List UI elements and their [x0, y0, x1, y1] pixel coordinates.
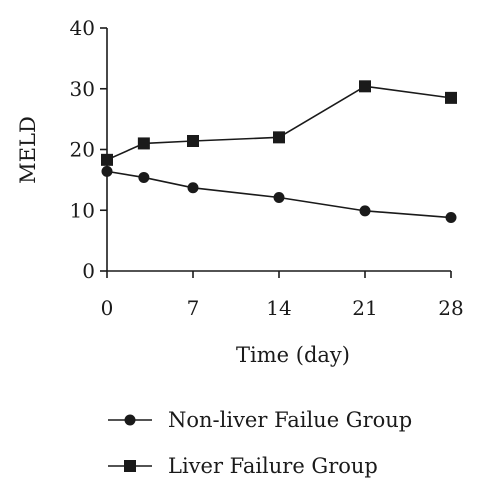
x-tick-label: 0 [101, 296, 114, 320]
y-axis: 0 10 20 30 40 [70, 16, 108, 283]
x-tick-label: 14 [266, 296, 291, 320]
data-point-square [273, 131, 285, 144]
x-tick-label: 21 [352, 296, 377, 320]
x-tick-label: 7 [187, 296, 200, 320]
data-point-circle [187, 182, 199, 194]
series-line [106, 85, 452, 161]
series-line [106, 170, 452, 219]
y-tick-label: 40 [70, 16, 95, 40]
data-point-square [101, 153, 113, 166]
y-tick-label: 20 [70, 138, 95, 162]
y-tick-label: 0 [82, 259, 95, 283]
x-axis-title: Time (day) [236, 343, 350, 367]
data-point-circle [273, 191, 285, 203]
legend-label: Liver Failure Group [168, 454, 378, 478]
legend-circle-marker [124, 414, 136, 426]
series-liver-failure [101, 80, 457, 166]
data-point-square [187, 134, 199, 147]
data-point-square [359, 80, 371, 93]
legend-item: Liver Failure Group [108, 454, 378, 478]
legend-item: Non-liver Failue Group [108, 408, 412, 432]
legend: Non-liver Failue Group Liver Failure Grou… [108, 408, 412, 478]
y-axis-title: MELD [16, 116, 40, 184]
data-point-circle [445, 212, 457, 224]
legend-label: Non-liver Failue Group [168, 408, 412, 432]
x-tick-label: 28 [438, 296, 463, 320]
data-point-circle [359, 205, 371, 217]
legend-square-marker [124, 460, 136, 472]
x-axis: 0 7 14 21 28 [101, 270, 464, 320]
series-layer [101, 80, 457, 224]
y-tick-label: 10 [70, 198, 95, 222]
y-tick-label: 30 [70, 77, 95, 101]
data-point-circle [138, 171, 150, 183]
series-non-liver-failure [101, 165, 457, 224]
data-point-square [445, 91, 457, 104]
data-point-square [137, 137, 150, 150]
data-point-circle [101, 165, 113, 177]
